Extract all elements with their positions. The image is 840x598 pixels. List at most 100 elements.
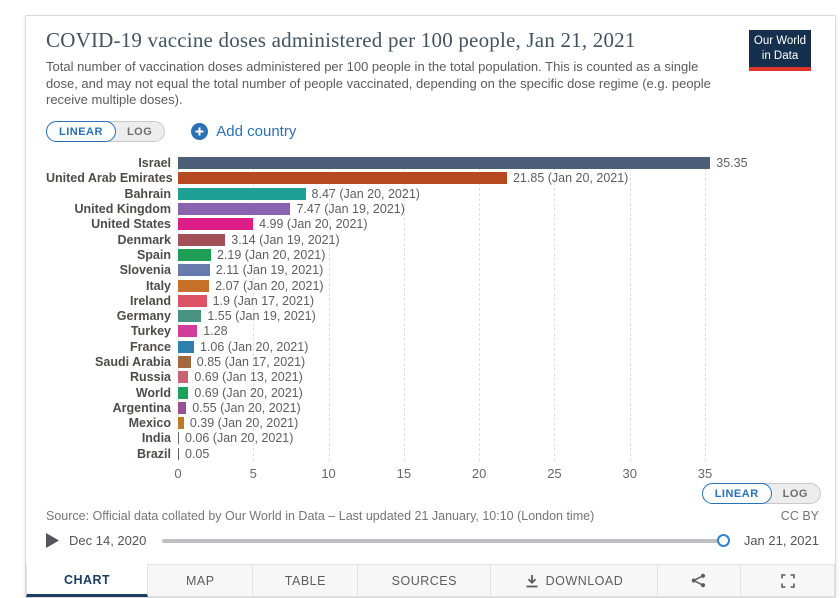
gridline [554,157,556,462]
chart-row[interactable]: Bahrain 8.47 (Jan 20, 2021) [46,186,815,201]
timeline-slider[interactable] [162,533,730,548]
owid-logo[interactable]: Our World in Data [749,30,811,71]
bar[interactable] [178,294,207,307]
country-label[interactable]: Germany [116,309,171,324]
chart-row[interactable]: Turkey 1.28 [46,324,815,339]
bar[interactable] [178,447,179,460]
bar[interactable] [178,187,306,200]
log-button[interactable]: LOG [126,125,153,138]
linear-button[interactable]: LINEAR [701,483,772,505]
bar[interactable] [178,401,187,414]
chart-row[interactable]: World 0.69 (Jan 20, 2021) [46,385,815,400]
play-button[interactable] [46,533,59,549]
scale-toggle-top: LINEAR LOG [46,121,166,142]
chart-row[interactable]: Italy 2.07 (Jan 20, 2021) [46,278,815,293]
bar[interactable] [178,172,507,185]
country-label[interactable]: Israel [138,156,171,171]
chart-row[interactable]: Slovenia 2.11 (Jan 19, 2021) [46,263,815,278]
country-label[interactable]: Bahrain [124,186,171,201]
bar-value-label: 0.69 (Jan 20, 2021) [194,385,303,400]
source-text: Source: Official data collated by Our Wo… [46,509,595,524]
timeline-handle[interactable] [716,533,730,547]
tab-fullscreen[interactable] [741,564,835,598]
chart-row[interactable]: Russia 0.69 (Jan 13, 2021) [46,370,815,385]
chart-row[interactable]: France 1.06 (Jan 20, 2021) [46,339,815,354]
bar-value-label: 3.14 (Jan 19, 2021) [231,232,340,247]
country-label[interactable]: Turkey [130,324,171,339]
bar[interactable] [178,279,210,292]
chart-row[interactable]: Israel 35.35 [46,156,815,171]
license-link[interactable]: CC BY [780,509,819,524]
bar[interactable] [178,340,194,353]
chart-row[interactable]: Germany 1.55 (Jan 19, 2021) [46,308,815,323]
linear-button[interactable]: LINEAR [46,121,116,142]
bar[interactable] [178,356,191,368]
bar[interactable] [178,371,189,384]
bar[interactable] [178,264,210,277]
add-country-label: Add country [216,123,297,140]
x-tick-label: 25 [547,466,562,482]
bar-value-label: 4.99 (Jan 20, 2021) [259,217,368,232]
bottom-toggle-row: LINEAR LOG [26,483,835,506]
country-label[interactable]: Italy [145,278,171,293]
country-label[interactable]: United States [91,217,171,232]
country-label[interactable]: Ireland [130,293,171,308]
tab-map[interactable]: MAP [148,564,254,598]
country-label[interactable]: Saudi Arabia [95,355,171,369]
chart-row[interactable]: Argentina 0.55 (Jan 20, 2021) [46,400,815,415]
x-tick-label: 30 [622,466,637,482]
chart-row[interactable]: Denmark 3.14 (Jan 19, 2021) [46,232,815,247]
gridline [479,157,481,462]
country-label[interactable]: United Kingdom [74,202,171,217]
tab-table[interactable]: TABLE [253,564,359,598]
chart-row[interactable]: Mexico 0.39 (Jan 20, 2021) [46,416,815,431]
tab-download[interactable]: DOWNLOAD [491,564,658,598]
bar-value-label: 1.55 (Jan 19, 2021) [207,309,316,324]
bar[interactable] [178,233,226,246]
chart-row[interactable]: United States 4.99 (Jan 20, 2021) [46,217,815,232]
chart-row[interactable]: Spain 2.19 (Jan 20, 2021) [46,247,815,262]
share-icon [691,573,706,588]
chart-row[interactable]: Brazil 0.05 [46,446,815,461]
tab-label: DOWNLOAD [545,573,624,588]
chart-row[interactable]: United Kingdom 7.47 (Jan 19, 2021) [46,201,815,216]
tab-share[interactable] [657,564,742,598]
bar[interactable] [178,310,202,323]
country-label[interactable]: Brazil [136,446,171,461]
country-label[interactable]: India [141,431,171,446]
country-label[interactable]: World [135,385,171,400]
country-label[interactable]: Russia [130,370,171,385]
log-button[interactable]: LOG [782,487,808,500]
chart-row[interactable]: India 0.06 (Jan 20, 2021) [46,431,815,446]
grapher-card: COVID-19 vaccine doses administered per … [25,15,836,598]
add-country-button[interactable]: Add country [191,123,296,140]
country-label[interactable]: Slovenia [119,263,171,278]
tab-label: CHART [63,572,111,587]
chart-row[interactable]: United Arab Emirates 21.85 (Jan 20, 2021) [46,171,815,186]
bar[interactable] [178,203,291,216]
chart-title: COVID-19 vaccine doses administered per … [46,28,636,52]
gridline [328,157,330,462]
bar[interactable] [178,386,189,399]
country-label[interactable]: Argentina [112,400,171,415]
gridline [178,157,179,462]
chart-row[interactable]: Saudi Arabia 0.85 (Jan 17, 2021) [46,354,815,369]
bar[interactable] [178,432,179,445]
country-label[interactable]: United Arab Emirates [46,171,173,186]
bar[interactable] [178,325,198,338]
bar[interactable] [178,417,184,430]
tab-sources[interactable]: SOURCES [358,564,492,598]
country-label[interactable]: Mexico [128,416,171,431]
tab-chart[interactable]: CHART [26,564,149,598]
bar[interactable] [178,218,254,231]
chart-row[interactable]: Ireland 1.9 (Jan 17, 2021) [46,293,815,308]
timeline-track[interactable] [162,538,722,543]
bar[interactable] [178,248,211,261]
x-tick-label: 0 [174,466,182,482]
bar[interactable] [178,157,711,170]
country-label[interactable]: Denmark [117,232,172,247]
country-label[interactable]: France [130,339,171,354]
country-label[interactable]: Spain [136,247,171,262]
x-tick-label: 35 [697,466,713,482]
controls-row: LINEAR LOG Add country [26,109,835,143]
